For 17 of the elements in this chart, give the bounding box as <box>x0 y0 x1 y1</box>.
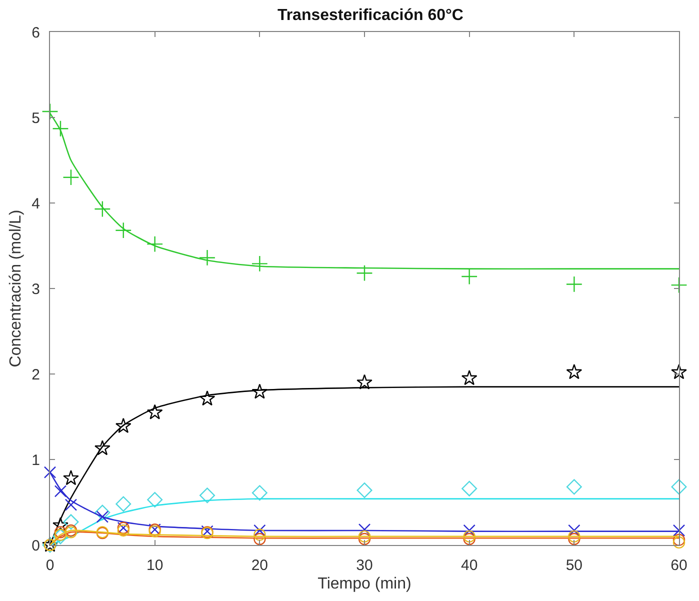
x-tick-label: 10 <box>146 557 164 574</box>
y-tick-label: 5 <box>32 110 40 127</box>
x-tick-label: 20 <box>251 557 268 574</box>
x-tick-label: 50 <box>566 557 583 574</box>
x-tick-label: 60 <box>670 557 688 574</box>
y-tick-label: 0 <box>32 537 40 554</box>
x-tick-label: 40 <box>460 557 478 574</box>
chart-title: Transesterificación 60°C <box>277 7 464 24</box>
y-tick-label: 2 <box>32 366 40 384</box>
y-tick-label: 4 <box>32 195 40 212</box>
y-tick-label: 1 <box>32 452 40 469</box>
y-axis-title: Concentración (mol/L) <box>8 210 25 368</box>
y-tick-label: 6 <box>32 24 40 42</box>
x-tick-label: 0 <box>46 557 54 574</box>
x-tick-label: 30 <box>356 557 373 574</box>
y-tick-label: 3 <box>32 280 40 298</box>
x-axis-title: Tiempo (min) <box>318 576 412 593</box>
